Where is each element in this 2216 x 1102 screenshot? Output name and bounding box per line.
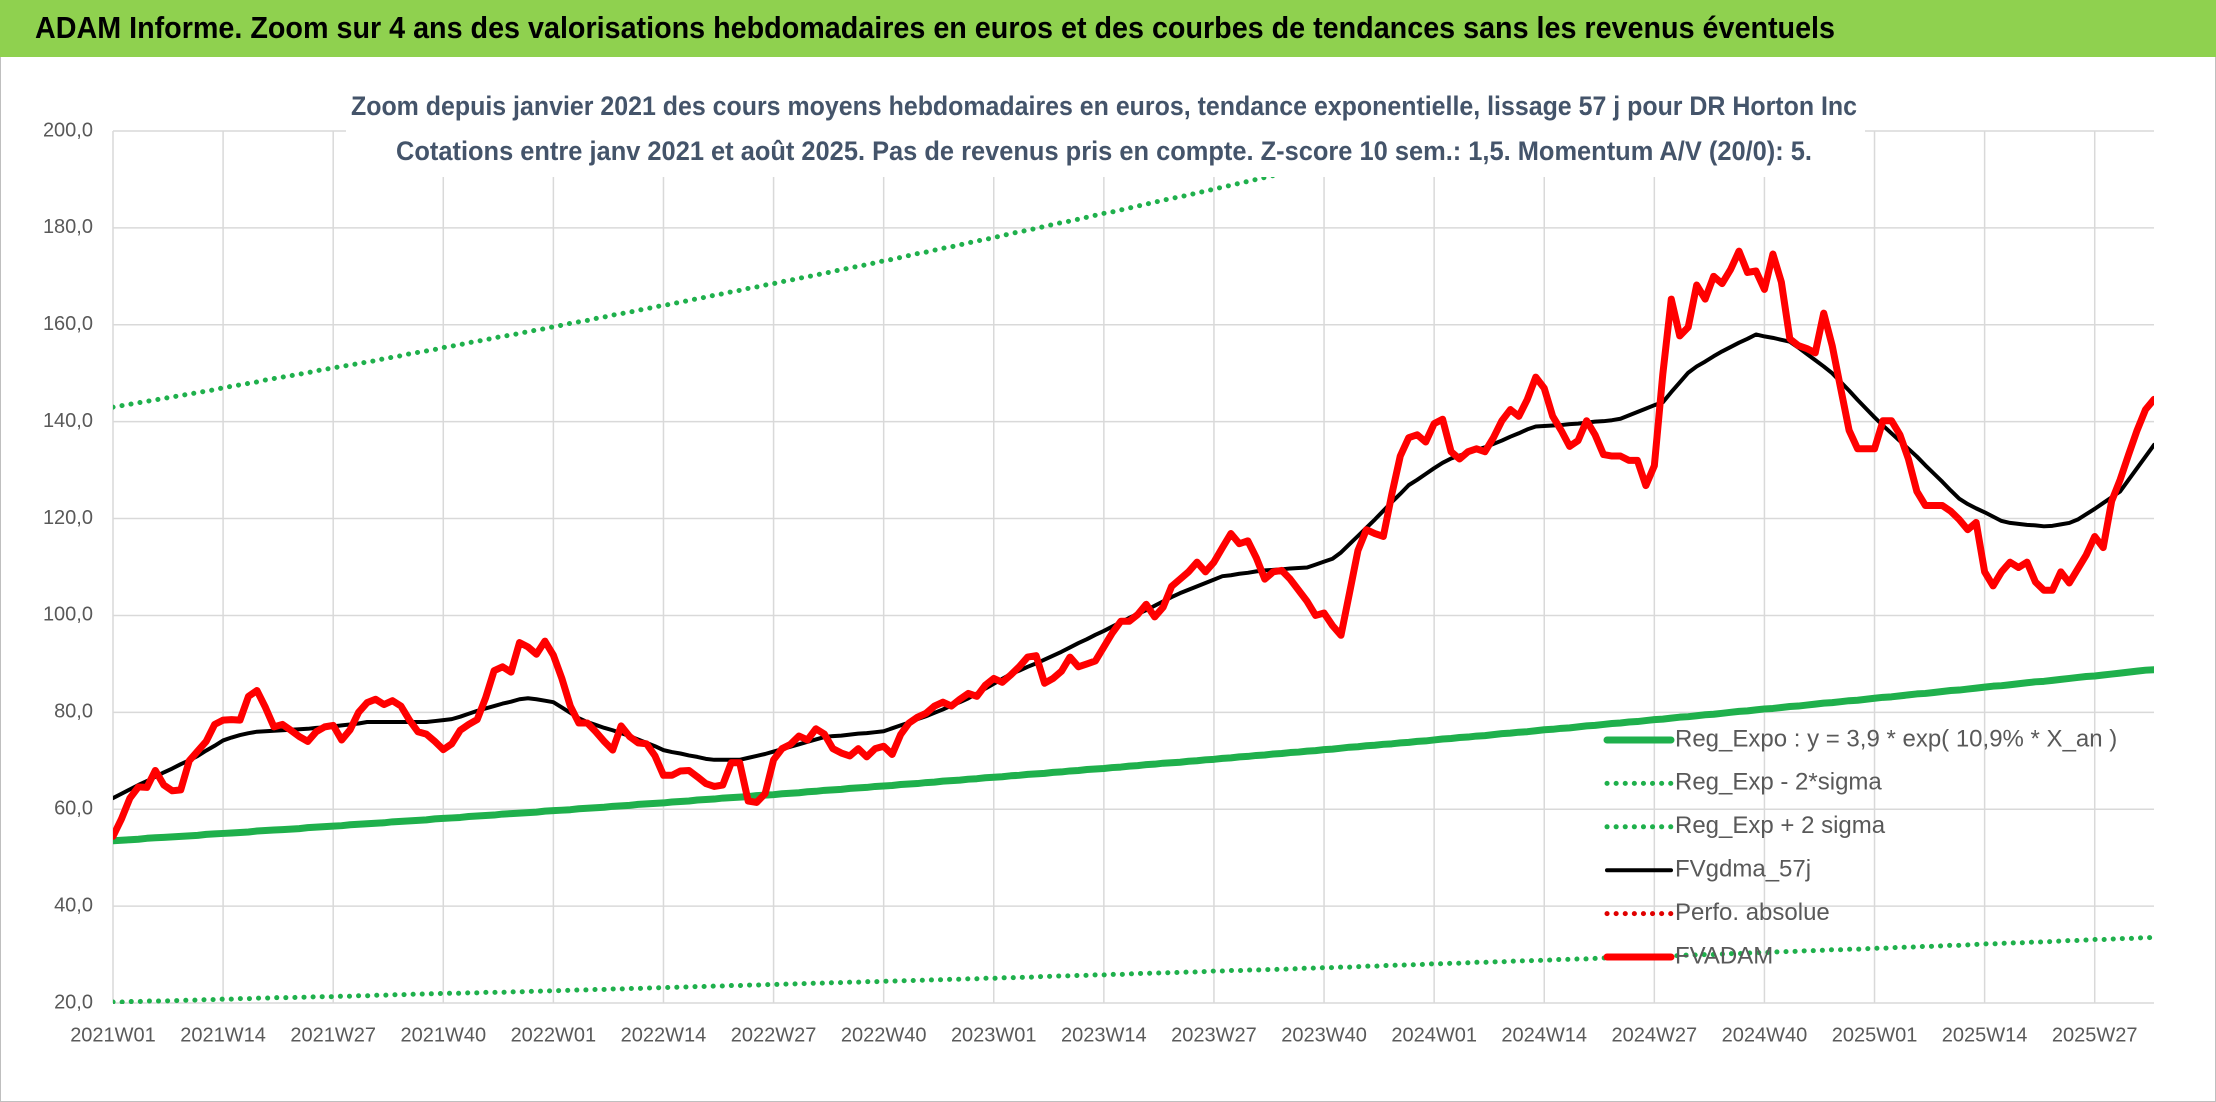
x-tick-label: 2021W01 — [70, 1024, 156, 1046]
y-tick-label: 160,0 — [43, 313, 93, 335]
x-tick-label: 2023W27 — [1171, 1024, 1257, 1046]
y-tick-label: 60,0 — [54, 798, 93, 820]
series-line — [113, 131, 1473, 410]
x-tick-label: 2023W40 — [1281, 1024, 1367, 1046]
x-tick-label: 2022W27 — [731, 1024, 817, 1046]
y-tick-label: 100,0 — [43, 604, 93, 626]
x-tick-label: 2025W14 — [1942, 1024, 2028, 1046]
legend-label: Reg_Expo : y = 3,9 * exp( 10,9% * X_an ) — [1675, 725, 2117, 752]
x-tick-label: 2024W27 — [1612, 1024, 1698, 1046]
title-box — [346, 85, 1865, 177]
header-title: ADAM Informe. Zoom sur 4 ans des valoris… — [35, 10, 1835, 45]
x-tick-label: 2021W40 — [400, 1024, 486, 1046]
x-tick-label: 2021W14 — [180, 1024, 266, 1046]
x-tick-label: 2024W40 — [1722, 1024, 1808, 1046]
y-tick-label: 140,0 — [43, 410, 93, 432]
x-tick-label: 2024W14 — [1501, 1024, 1587, 1046]
legend-label: FVADAM — [1675, 942, 1773, 969]
x-tick-label: 2025W01 — [1832, 1024, 1918, 1046]
plot — [113, 131, 2154, 1004]
series-line — [113, 666, 2154, 845]
series-line — [113, 247, 2154, 840]
legend-label: Reg_Exp + 2 sigma — [1675, 812, 1886, 839]
x-tick-label: 2023W14 — [1061, 1024, 1147, 1046]
legend-label: Perfo. absolue — [1675, 899, 1830, 926]
x-tick-label: 2022W01 — [511, 1024, 597, 1046]
y-tick-label: 80,0 — [54, 701, 93, 723]
x-tick-label: 2025W27 — [2052, 1024, 2138, 1046]
x-tick-label: 2023W01 — [951, 1024, 1037, 1046]
chart-subtitle: Cotations entre janv 2021 et août 2025. … — [396, 136, 1812, 166]
legend: Reg_Expo : y = 3,9 * exp( 10,9% * X_an )… — [1603, 725, 2117, 969]
series-line — [113, 935, 2154, 1004]
grid: 20,0 40,0 60,0 80,0 100,0 120,0 140,0 160,0 180,… — [43, 119, 2154, 1046]
y-tick-label: 200,0 — [43, 119, 93, 141]
legend-label: Reg_Exp - 2*sigma — [1675, 769, 1882, 796]
x-tick-label: 2024W01 — [1391, 1024, 1477, 1046]
x-tick-label: 2022W40 — [841, 1024, 927, 1046]
y-tick-label: 40,0 — [54, 894, 93, 916]
header-bar — [0, 0, 2216, 57]
legend-label: FVgdma_57j — [1675, 856, 1811, 883]
chart-title: Zoom depuis janvier 2021 des cours moyen… — [351, 91, 1857, 121]
y-tick-label: 120,0 — [43, 507, 93, 529]
x-tick-label: 2022W14 — [621, 1024, 707, 1046]
y-tick-label: 20,0 — [54, 991, 93, 1013]
x-tick-label: 2021W27 — [290, 1024, 376, 1046]
y-tick-label: 180,0 — [43, 216, 93, 238]
